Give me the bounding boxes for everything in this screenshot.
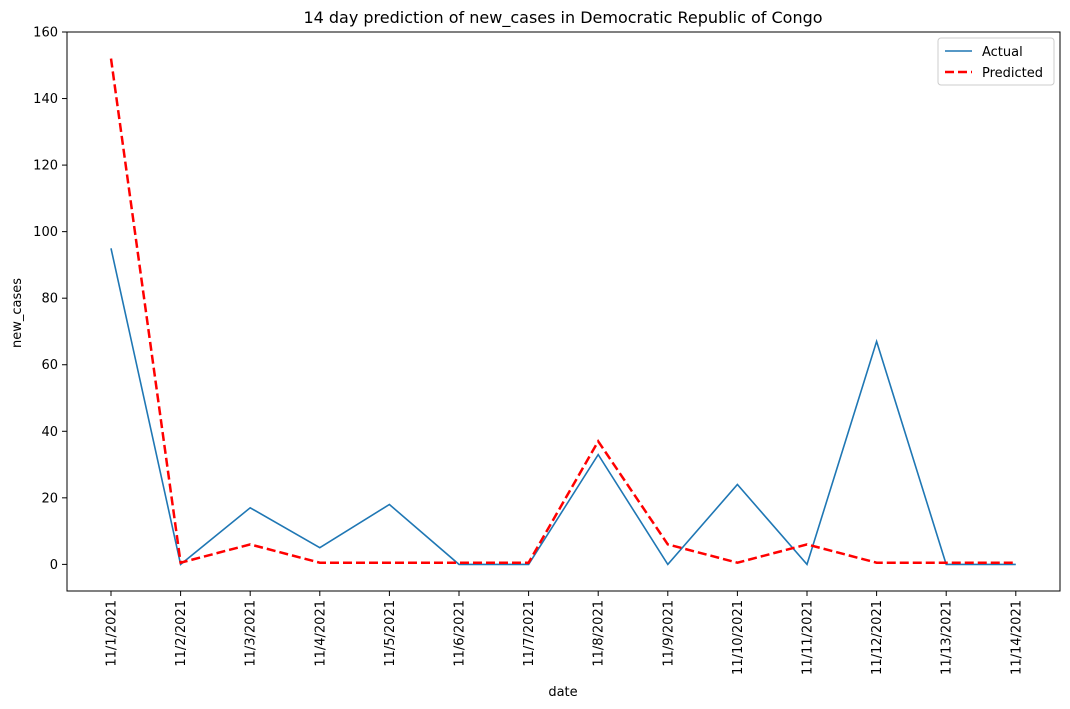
x-axis-label: date [548,685,577,700]
x-tick-label: 11/9/2021 [661,600,676,667]
x-tick-label: 11/4/2021 [313,600,328,667]
x-axis: 11/1/2021 11/2/2021 11/3/2021 11/4/2021 11/5… [105,591,1024,675]
y-tick-label: 80 [41,292,58,307]
series-line-actual [110,248,1016,567]
x-tick-label: 11/3/2021 [244,600,259,667]
y-tick-label: 140 [33,92,58,107]
x-tick-label: 11/12/2021 [870,600,885,675]
y-tick-label: 40 [41,425,58,440]
x-tick-label: 11/1/2021 [105,600,120,667]
y-tick-label: 100 [33,225,58,240]
y-axis: 0 20 40 60 80 100 120 140 160 [33,26,67,573]
y-tick-label: 20 [41,491,58,506]
y-tick-label: 120 [33,159,58,174]
x-tick-label: 11/11/2021 [801,600,816,675]
y-axis-label: new_cases [10,278,25,348]
y-tick-label: 160 [33,26,58,41]
x-tick-label: 11/5/2021 [383,600,398,667]
y-tick-label: 60 [41,358,58,373]
legend-label-actual: Actual [982,45,1023,60]
chart-title: 14 day prediction of new_cases in Democr… [303,8,822,28]
plot-area [66,31,1061,592]
legend: Actual Predicted [937,37,1055,86]
x-tick-label: 11/7/2021 [522,600,537,667]
y-tick-label: 0 [50,558,58,573]
x-tick-label: 11/6/2021 [453,600,468,667]
x-tick-label: 11/10/2021 [731,600,746,675]
x-tick-label: 11/8/2021 [592,600,607,667]
legend-label-predicted: Predicted [982,66,1043,81]
x-tick-label: 11/14/2021 [1009,600,1024,675]
x-tick-label: 11/13/2021 [940,600,955,675]
x-tick-label: 11/2/2021 [174,600,189,667]
series-layer [109,58,1016,567]
series-line-predicted [109,58,1016,565]
